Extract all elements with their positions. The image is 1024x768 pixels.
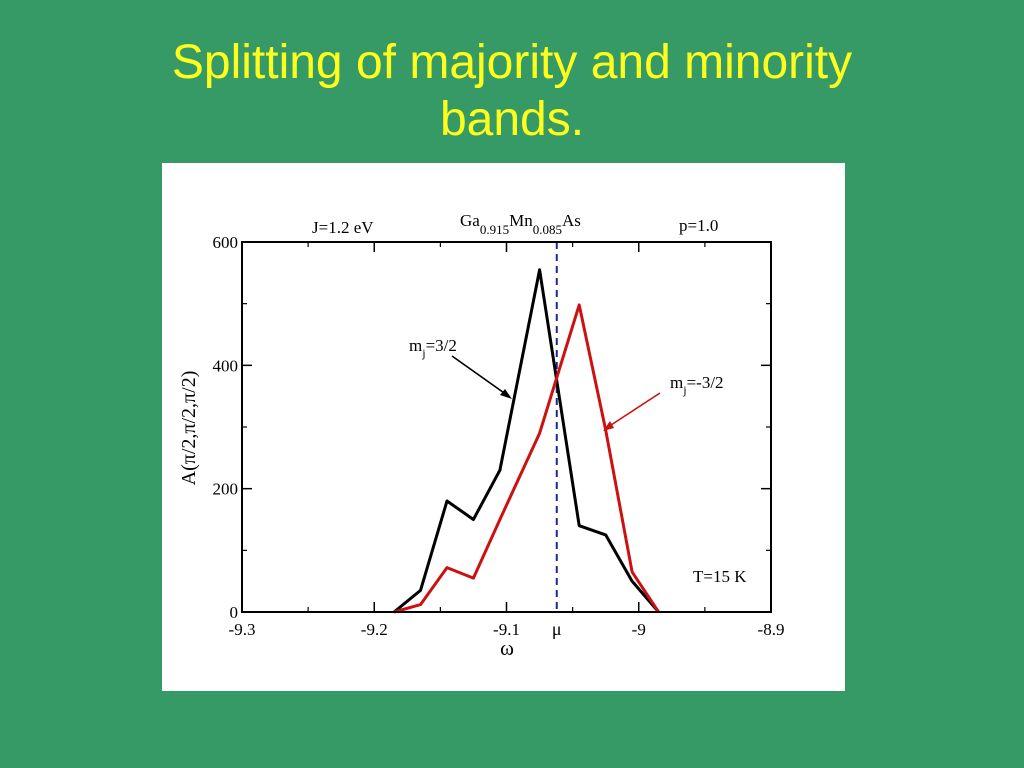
y-tick-label: 400: [213, 356, 239, 375]
series-line-majority: [393, 268, 660, 614]
series-label-minority-sub: j: [682, 383, 686, 397]
y-tick-label: 0: [230, 603, 239, 622]
header-left-label: J=1.2 eV: [312, 218, 374, 237]
series-label-minority-main: m: [670, 373, 683, 392]
x-tick-label: -9: [632, 620, 646, 639]
compound-label: Ga0.915Mn0.085As: [460, 211, 581, 237]
series-label-majority-sub: j: [421, 346, 425, 360]
y-tick-labels: 0 200 400 600: [213, 233, 239, 622]
major-ticks: [241, 241, 772, 613]
series-line-minority: [393, 303, 660, 614]
y-tick-label: 600: [213, 233, 239, 252]
x-tick-label: -9.1: [493, 620, 520, 639]
minor-ticks: [242, 242, 771, 612]
x-tick-label: -8.9: [758, 620, 785, 639]
series-label-majority-rest: =3/2: [426, 336, 457, 355]
chart-panel: -9.3 -9.2 -9.1 -9 -8.9 0 200 400 600 μ J=1.2 eV…: [162, 163, 845, 691]
series-label-majority: mj=3/2: [409, 336, 457, 360]
x-tick-label: -9.2: [361, 620, 388, 639]
series-label-minority-rest: =-3/2: [687, 373, 724, 392]
slide-title-line1: Splitting of majority and minority: [171, 36, 853, 89]
y-axis-label: A(π/2,π/2,π/2): [178, 371, 200, 486]
slide-title: Splitting of majority and minority bands…: [0, 34, 1024, 148]
majority-arrow-head: [500, 389, 512, 399]
mu-label: μ: [552, 619, 562, 639]
temperature-label: T=15 K: [693, 567, 747, 586]
minority-arrow-head: [603, 421, 614, 431]
x-tick-label: -9.3: [229, 620, 256, 639]
compound-part-1: Ga: [460, 211, 480, 230]
plot-frame: [241, 241, 772, 613]
majority-arrow-shaft: [451, 355, 508, 396]
compound-part-5: As: [562, 211, 581, 230]
compound-part-4: 0.085: [533, 222, 562, 237]
y-tick-label: 200: [213, 480, 239, 499]
compound-part-2: 0.915: [480, 222, 509, 237]
compound-part-3: Mn: [509, 211, 533, 230]
header-right-label: p=1.0: [679, 216, 718, 235]
series-label-majority-main: m: [409, 336, 422, 355]
series-label-minority: mj=-3/2: [670, 373, 724, 397]
x-tick-labels: -9.3 -9.2 -9.1 -9 -8.9: [229, 620, 785, 639]
slide-title-line2: bands.: [439, 93, 585, 146]
spectral-chart: -9.3 -9.2 -9.1 -9 -8.9 0 200 400 600 μ J=1.2 eV…: [178, 211, 785, 660]
x-axis-label: ω: [500, 636, 514, 660]
minority-arrow-shaft: [607, 392, 661, 428]
